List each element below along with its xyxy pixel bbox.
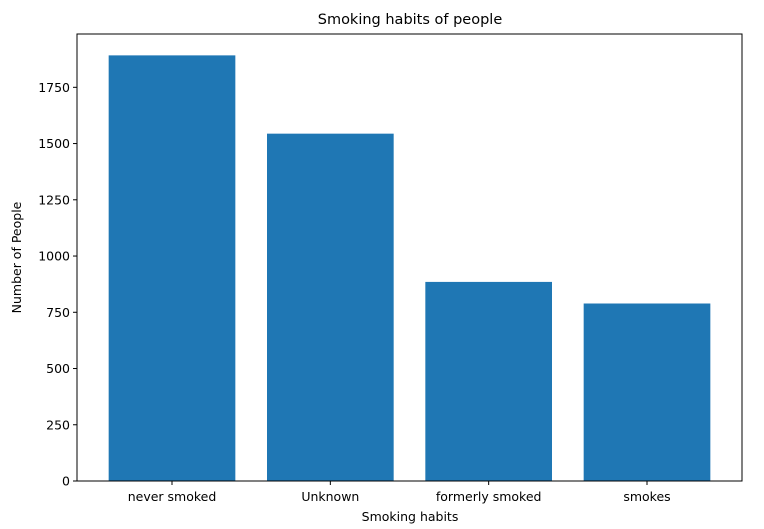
y-axis-ticks: 0 250 500 750 1000 1250 1500 1750 xyxy=(38,80,77,489)
x-tick-label: smokes xyxy=(623,489,670,504)
x-tick-label: formerly smoked xyxy=(436,489,542,504)
y-tick-label: 250 xyxy=(46,417,70,432)
y-tick-label: 1750 xyxy=(38,80,70,95)
y-tick-label: 0 xyxy=(62,474,70,489)
y-tick-label: 500 xyxy=(46,361,70,376)
y-tick-label: 1000 xyxy=(38,249,70,264)
x-tick-label: never smoked xyxy=(128,489,217,504)
bar-unknown xyxy=(267,133,394,481)
bar-formerly-smoked xyxy=(425,281,552,481)
x-axis-label: Smoking habits xyxy=(362,509,459,524)
bars-group xyxy=(108,55,711,482)
y-axis-label: Number of People xyxy=(9,201,24,313)
y-tick-label: 1500 xyxy=(38,136,70,151)
plot-frame xyxy=(76,33,743,482)
y-tick-label: 1250 xyxy=(38,192,70,207)
bar-never-smoked xyxy=(108,55,236,482)
chart-title: Smoking habits of people xyxy=(318,12,503,28)
x-tick-label: Unknown xyxy=(301,489,359,504)
bar-smokes xyxy=(583,303,711,481)
x-axis-ticks: never smoked Unknown formerly smoked smokes xyxy=(128,481,671,504)
y-tick-label: 750 xyxy=(46,305,70,320)
